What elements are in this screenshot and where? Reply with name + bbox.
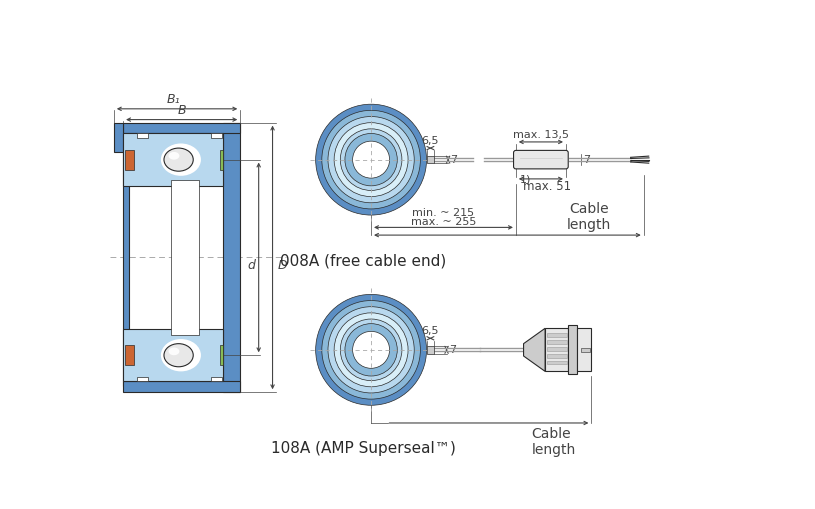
Text: 6,5: 6,5 — [421, 136, 439, 146]
Bar — [171, 130, 199, 384]
Text: d: d — [248, 259, 256, 272]
Polygon shape — [523, 328, 545, 372]
Bar — [123, 329, 223, 381]
Ellipse shape — [169, 348, 179, 355]
Text: 7: 7 — [449, 345, 456, 355]
Bar — [568, 325, 578, 375]
Ellipse shape — [161, 144, 201, 176]
Circle shape — [353, 331, 390, 369]
Text: 108A (AMP Superseal™): 108A (AMP Superseal™) — [271, 441, 456, 456]
Bar — [578, 328, 592, 372]
Bar — [426, 346, 434, 354]
Ellipse shape — [164, 344, 193, 367]
Bar — [580, 348, 590, 352]
Text: 6,5: 6,5 — [421, 326, 439, 336]
Text: 008A (free cable end): 008A (free cable end) — [280, 253, 447, 269]
Circle shape — [341, 129, 402, 190]
Bar — [547, 333, 566, 337]
Bar — [220, 150, 223, 169]
Circle shape — [345, 324, 397, 376]
FancyBboxPatch shape — [513, 150, 568, 169]
Text: Cable
length: Cable length — [567, 202, 611, 232]
Text: B₁: B₁ — [166, 93, 180, 106]
Text: 7: 7 — [583, 155, 590, 165]
Bar — [545, 328, 568, 372]
Ellipse shape — [164, 148, 193, 171]
Ellipse shape — [161, 339, 201, 372]
Circle shape — [328, 307, 414, 393]
Bar — [123, 133, 223, 186]
Bar — [211, 377, 222, 381]
Text: Cable
length: Cable length — [531, 427, 575, 457]
Bar — [547, 347, 566, 351]
Text: min. ~ 215: min. ~ 215 — [412, 208, 474, 218]
Text: max. ~ 255: max. ~ 255 — [411, 217, 476, 227]
Bar — [114, 123, 123, 152]
Bar — [171, 180, 199, 335]
Circle shape — [315, 104, 426, 215]
Circle shape — [353, 141, 390, 178]
Bar — [220, 345, 223, 365]
Circle shape — [334, 313, 408, 387]
Bar — [547, 354, 566, 357]
Ellipse shape — [169, 152, 179, 160]
Bar — [125, 150, 134, 169]
Bar — [547, 360, 566, 364]
Bar — [123, 129, 130, 386]
Bar — [223, 123, 240, 392]
Bar — [211, 133, 222, 138]
Circle shape — [341, 319, 402, 381]
Bar — [137, 377, 148, 381]
Bar — [426, 156, 434, 163]
Text: 1): 1) — [520, 174, 531, 184]
Circle shape — [334, 123, 408, 196]
Text: max. 13,5: max. 13,5 — [513, 130, 569, 139]
Circle shape — [322, 300, 421, 399]
Bar — [547, 340, 566, 344]
Bar — [125, 345, 134, 365]
Text: B: B — [178, 103, 186, 117]
Text: D: D — [277, 259, 287, 272]
Text: 7: 7 — [451, 155, 457, 164]
Text: max. 51: max. 51 — [523, 180, 571, 193]
Circle shape — [322, 110, 421, 209]
Circle shape — [315, 294, 426, 405]
Bar — [137, 133, 148, 138]
Circle shape — [328, 117, 414, 203]
Bar — [123, 123, 240, 133]
Bar — [123, 381, 240, 392]
Circle shape — [345, 133, 397, 186]
